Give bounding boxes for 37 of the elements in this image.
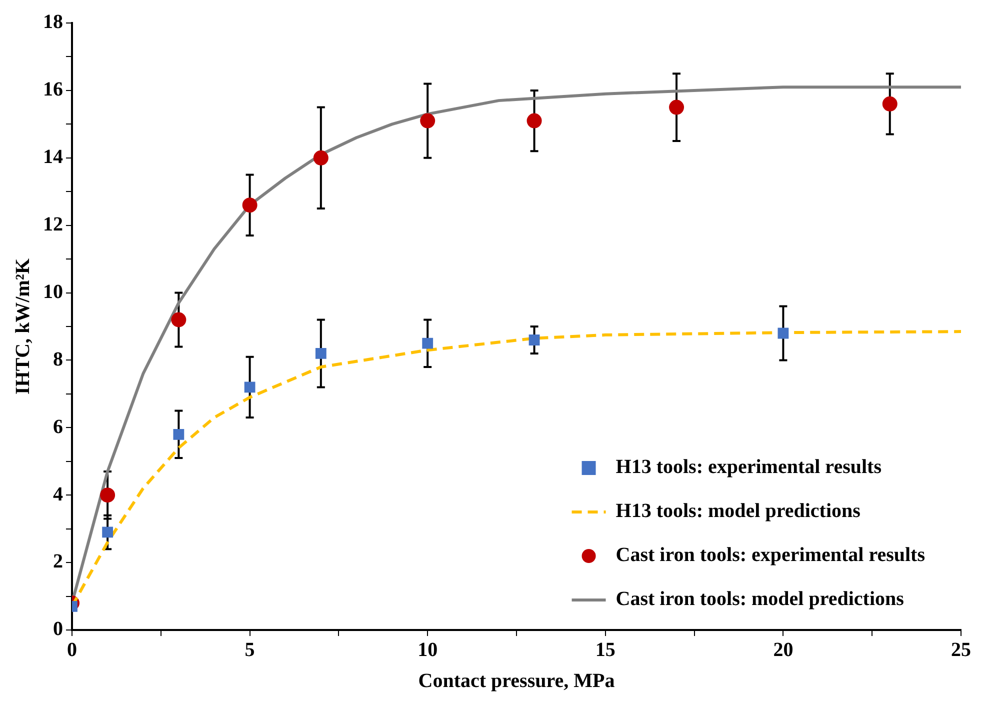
y-tick-label: 6 — [53, 416, 63, 438]
point — [882, 96, 898, 112]
point — [313, 150, 328, 166]
point — [173, 428, 184, 440]
y-tick-label: 12 — [43, 214, 63, 236]
x-tick-label: 25 — [951, 639, 971, 662]
y-tick-label: 10 — [43, 280, 63, 303]
y-axis-title: IHTC, kW/m²K — [12, 258, 34, 395]
point — [669, 100, 684, 115]
x-tick-label: 20 — [773, 639, 794, 662]
legend-label: H13 tools: model predictions — [616, 500, 861, 522]
y-tick-label: 4 — [53, 483, 63, 506]
y-tick-label: 16 — [43, 78, 63, 101]
y-tick-label: 8 — [53, 348, 63, 370]
point — [420, 113, 436, 128]
point — [526, 113, 542, 128]
x-tick-label: 10 — [418, 639, 438, 662]
point — [778, 328, 789, 339]
x-axis-title: Contact pressure, MPa — [418, 670, 615, 692]
y-tick-label: 14 — [43, 146, 63, 168]
legend-label: Cast iron tools: experimental results — [616, 544, 926, 566]
point — [528, 334, 540, 346]
legend-label: Cast iron tools: model predictions — [616, 588, 904, 610]
y-tick-label: 0 — [53, 618, 63, 640]
point — [100, 488, 116, 503]
point — [242, 198, 258, 213]
x-tick-label: 15 — [595, 639, 616, 662]
point — [102, 526, 114, 538]
point — [244, 382, 256, 393]
point — [171, 312, 186, 328]
x-tick-label: 0 — [67, 639, 77, 662]
x-tick-label: 5 — [244, 639, 255, 662]
y-tick-label: 2 — [53, 550, 63, 573]
legend-label: H13 tools: experimental results — [616, 456, 882, 478]
point — [422, 338, 434, 349]
y-tick-label: 18 — [43, 11, 63, 34]
point — [315, 348, 326, 359]
